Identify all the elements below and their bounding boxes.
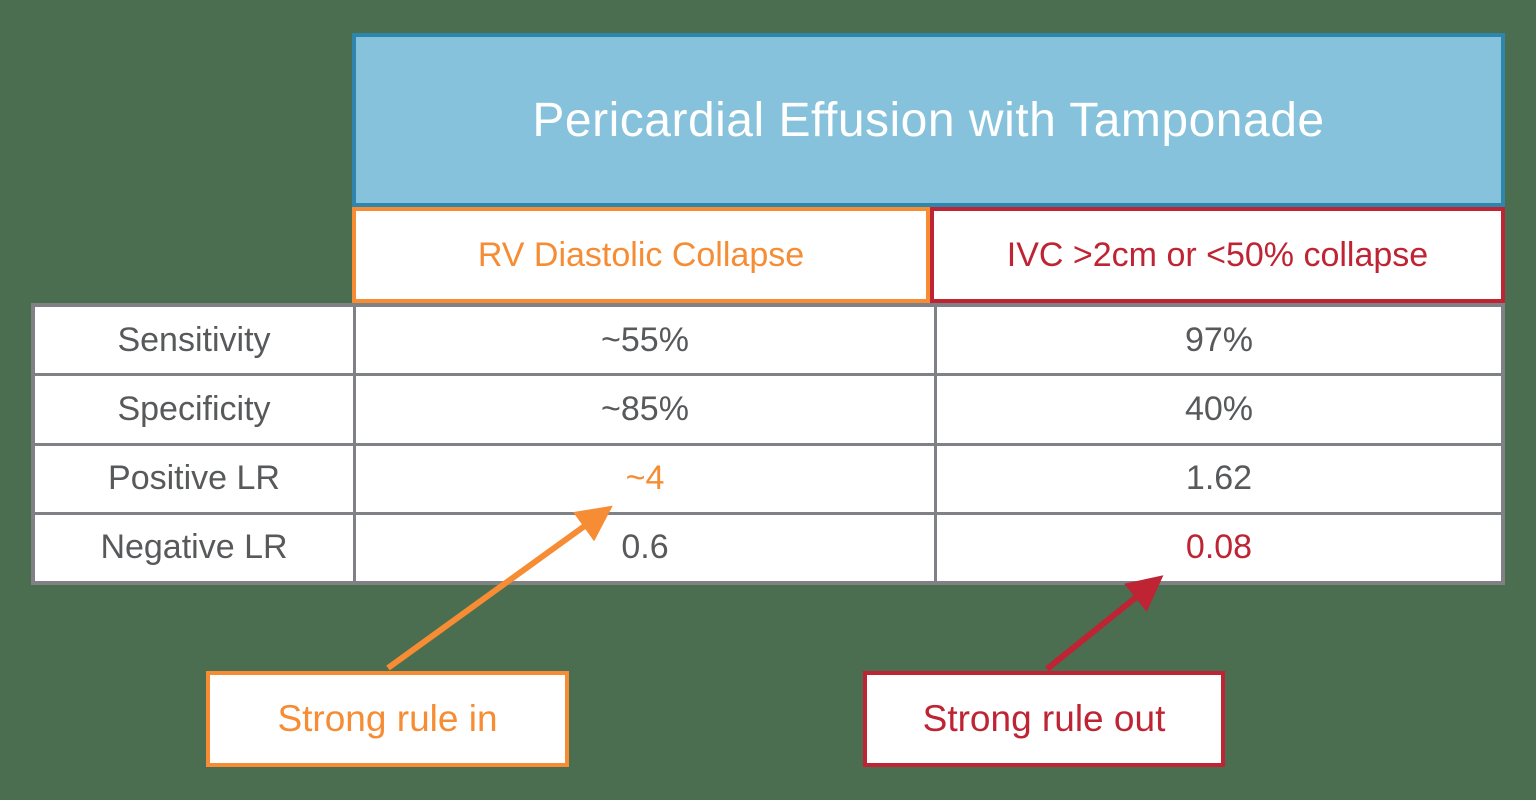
column-header-ivc-collapse: IVC >2cm or <50% collapse (930, 207, 1505, 303)
row-label-negative-lr: Negative LR (35, 514, 353, 581)
callout-strong-rule-out: Strong rule out (863, 671, 1225, 767)
page-title: Pericardial Effusion with Tamponade (532, 93, 1325, 147)
row-label-positive-lr: Positive LR (35, 445, 353, 512)
value-positive-lr-ivc: 1.62 (937, 445, 1501, 512)
column-header-rv-diastolic-collapse: RV Diastolic Collapse (352, 207, 930, 303)
value-specificity-rv: ~85% (356, 376, 934, 443)
stats-table: Sensitivity ~55% 97% Specificity ~85% 40… (31, 303, 1505, 585)
callout-label: Strong rule out (922, 698, 1166, 739)
value-negative-lr-ivc: 0.08 (937, 514, 1501, 581)
row-label-sensitivity: Sensitivity (35, 307, 353, 374)
column-header-label: IVC >2cm or <50% collapse (1006, 235, 1429, 274)
value-negative-lr-rv: 0.6 (356, 514, 934, 581)
row-label-specificity: Specificity (35, 376, 353, 443)
value-positive-lr-rv: ~4 (356, 445, 934, 512)
rule-out-arrow (1045, 575, 1164, 672)
callout-label: Strong rule in (277, 698, 498, 739)
value-specificity-ivc: 40% (937, 376, 1501, 443)
column-header-label: RV Diastolic Collapse (477, 235, 805, 274)
callout-strong-rule-in: Strong rule in (206, 671, 569, 767)
value-sensitivity-rv: ~55% (356, 307, 934, 374)
title-banner: Pericardial Effusion with Tamponade (352, 33, 1505, 207)
value-sensitivity-ivc: 97% (937, 307, 1501, 374)
